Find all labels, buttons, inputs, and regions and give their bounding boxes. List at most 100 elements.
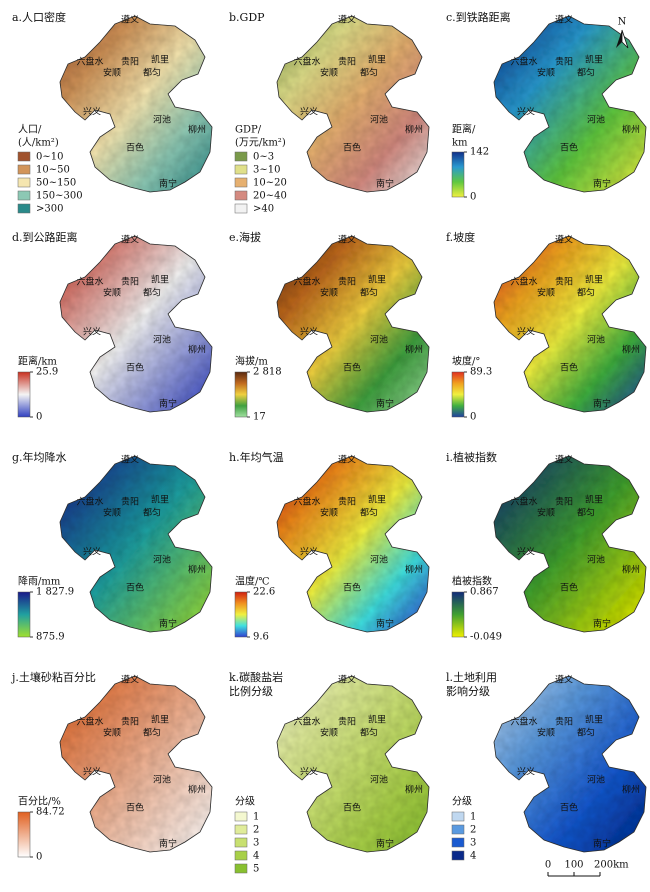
legend-swatch xyxy=(451,837,465,848)
legend-label: 150~300 xyxy=(36,191,83,202)
region-map xyxy=(493,675,647,853)
colorbar-label: 84.72 xyxy=(36,807,65,818)
legend-swatch xyxy=(451,811,465,822)
city-label: 兴义 xyxy=(300,547,318,558)
colorbar-label: 0 xyxy=(36,852,42,863)
region-map xyxy=(59,675,213,853)
city-label: 遵义 xyxy=(338,234,356,246)
legend-swatch xyxy=(17,151,31,162)
panel-title: f.坡度 xyxy=(446,230,475,244)
city-label: 柳州 xyxy=(405,124,423,136)
legend-title: GDP/ xyxy=(235,125,262,136)
city-label: 柳州 xyxy=(188,564,206,576)
legend-label: 4 xyxy=(470,851,476,862)
city-label: 凯里 xyxy=(151,54,169,66)
city-label: 都匀 xyxy=(577,287,595,299)
city-label: 六盘水 xyxy=(76,56,103,68)
city-label: 遵义 xyxy=(555,14,573,26)
city-label: 河池 xyxy=(153,774,171,786)
city-label: 南宁 xyxy=(376,178,394,190)
city-label: 南宁 xyxy=(159,178,177,190)
city-label: 柳州 xyxy=(405,564,423,576)
city-label: 六盘水 xyxy=(293,56,320,68)
legend-label: 5 xyxy=(253,864,259,875)
north-label: N xyxy=(618,17,627,28)
city-label: 兴义 xyxy=(517,767,535,778)
city-label: 凯里 xyxy=(151,714,169,726)
legend-label: 20~40 xyxy=(253,191,287,202)
city-label: 百色 xyxy=(126,142,144,154)
city-label: 柳州 xyxy=(405,784,423,796)
colorbar-label: 9.6 xyxy=(253,632,269,643)
legend-title: 距离/ xyxy=(452,123,476,136)
city-label: 兴义 xyxy=(517,547,535,558)
region-map xyxy=(493,15,647,193)
city-label: 贵阳 xyxy=(121,276,139,288)
city-label: 六盘水 xyxy=(510,276,537,288)
city-label: 六盘水 xyxy=(76,276,103,288)
city-label: 贵阳 xyxy=(338,496,356,508)
city-label: 河池 xyxy=(587,114,605,126)
colorbar xyxy=(234,591,248,638)
city-label: 遵义 xyxy=(338,454,356,466)
city-label: 都匀 xyxy=(360,727,378,739)
city-label: 安顺 xyxy=(103,507,121,519)
city-label: 百色 xyxy=(343,142,361,154)
city-label: 都匀 xyxy=(577,67,595,79)
legend-label: 1 xyxy=(253,812,259,823)
panel-title: h.年均气温 xyxy=(229,450,284,464)
colorbar-label: 17 xyxy=(253,412,266,423)
city-label: 凯里 xyxy=(368,714,386,726)
region-map xyxy=(276,15,430,193)
city-label: 安顺 xyxy=(537,507,555,519)
city-label: 百色 xyxy=(343,582,361,594)
city-label: 安顺 xyxy=(537,287,555,299)
city-label: 贵阳 xyxy=(555,276,573,288)
city-label: 六盘水 xyxy=(293,716,320,728)
region-map xyxy=(493,455,647,633)
city-label: 都匀 xyxy=(143,507,161,519)
city-label: 遵义 xyxy=(121,14,139,26)
legend-swatch xyxy=(234,190,248,201)
city-label: 都匀 xyxy=(360,287,378,299)
city-label: 柳州 xyxy=(188,344,206,356)
legend-title: 人口/ xyxy=(18,124,42,136)
panel-title: g.年均降水 xyxy=(12,450,67,464)
colorbar xyxy=(451,371,465,418)
region-map xyxy=(276,235,430,413)
panel-title: e.海拔 xyxy=(229,230,261,244)
city-label: 遵义 xyxy=(555,234,573,246)
city-label: 贵阳 xyxy=(338,56,356,68)
city-label: 南宁 xyxy=(159,398,177,410)
city-label: 安顺 xyxy=(320,67,338,79)
legend-swatch xyxy=(234,863,248,874)
city-label: 柳州 xyxy=(622,784,640,796)
city-label: 凯里 xyxy=(585,274,603,286)
city-label: 凯里 xyxy=(151,274,169,286)
city-label: 百色 xyxy=(343,362,361,374)
region-map xyxy=(276,675,430,853)
colorbar xyxy=(451,151,465,198)
city-label: 都匀 xyxy=(360,67,378,79)
city-label: 安顺 xyxy=(103,287,121,299)
legend-title: 降雨/mm xyxy=(18,575,61,588)
city-label: 都匀 xyxy=(143,727,161,739)
colorbar-label: 22.6 xyxy=(253,587,275,598)
city-label: 柳州 xyxy=(188,124,206,136)
city-label: 南宁 xyxy=(376,838,394,850)
panel-title: a.人口密度 xyxy=(12,10,66,24)
legend-label: 3 xyxy=(253,838,259,849)
city-label: 安顺 xyxy=(320,287,338,299)
region-map xyxy=(59,455,213,633)
panel-title: 影响分级 xyxy=(446,685,490,698)
legend-label: 50~150 xyxy=(36,178,76,189)
city-label: 百色 xyxy=(560,362,578,374)
city-label: 百色 xyxy=(560,142,578,154)
